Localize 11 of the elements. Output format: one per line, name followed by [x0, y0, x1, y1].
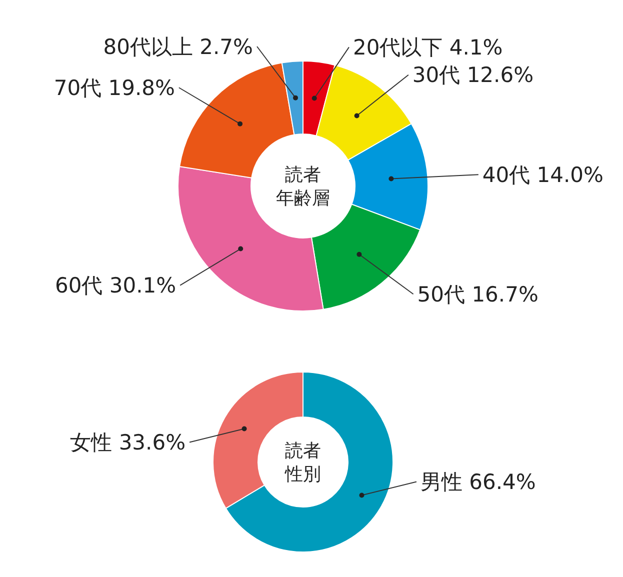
slice-label: 女性 33.6%	[70, 430, 186, 455]
slice-label: 40代 14.0%	[482, 162, 604, 187]
slice-label: 30代 12.6%	[412, 63, 534, 88]
slice-label: 20代以下 4.1%	[353, 36, 503, 60]
slice-label: 70代 19.8%	[54, 76, 175, 100]
text: 読者年齢層	[276, 164, 330, 209]
slice-label: 60代 30.1%	[55, 274, 176, 298]
slice-label: 50代 16.7%	[417, 282, 538, 306]
slice-label: 男性 66.4%	[420, 470, 536, 494]
slice-label: 80代以上 2.7%	[103, 34, 253, 59]
text: 読者性別	[284, 440, 321, 485]
